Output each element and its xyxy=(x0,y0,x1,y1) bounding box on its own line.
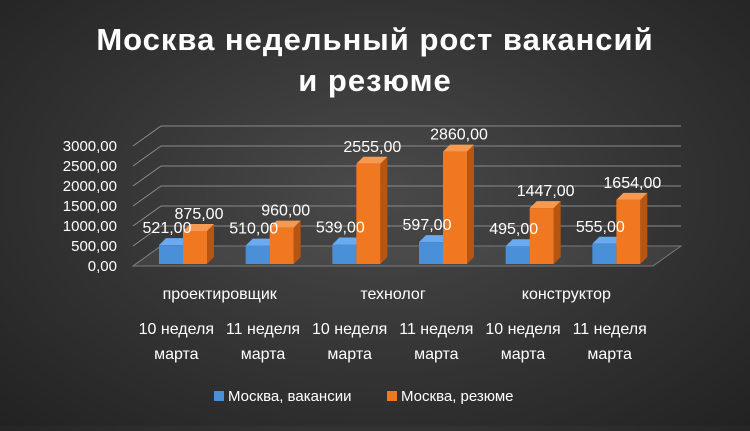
gridline xyxy=(132,225,681,247)
x-tick-label: 11 неделя xyxy=(226,321,300,338)
y-tick-label: 0,00 xyxy=(88,258,117,275)
bar-resumes xyxy=(616,199,641,264)
bar-resumes xyxy=(443,151,467,264)
x-tick-label: 10 неделя xyxy=(139,321,214,338)
bar-vacancies-top xyxy=(159,238,190,246)
x-tick-label: 10 неделя xyxy=(485,321,560,338)
bar-resumes xyxy=(183,231,207,264)
bar-resumes xyxy=(529,208,554,264)
y-axis: 0,00 500,00 1000,00 1500,00 2000,00 2500,00 30… xyxy=(63,138,117,275)
data-labels: 521,00 510,00 539,00 597,00 495,00 555,00 875,… xyxy=(143,127,662,239)
data-label: 555,00 xyxy=(576,219,625,236)
gridline xyxy=(132,125,681,147)
x-axis: 10 неделя марта 11 неделя марта 10 неделя мар… xyxy=(139,286,647,363)
bar-resumes-side xyxy=(553,201,561,264)
gridline xyxy=(132,205,681,227)
x-tick-label: 11 неделя xyxy=(399,321,473,338)
y-tick-label: 2500,00 xyxy=(63,158,117,175)
bar-resumes-side xyxy=(467,144,474,264)
bar-resumes-side xyxy=(293,220,301,264)
data-label: 2555,00 xyxy=(343,139,401,156)
x-group-label: технолог xyxy=(360,286,425,303)
legend: Москва, вакансии Москва, резюме xyxy=(214,388,514,405)
data-label: 1447,00 xyxy=(517,183,575,200)
bar-vacancies xyxy=(245,245,270,264)
bar-resumes-top xyxy=(616,192,648,200)
x-tick-label: марта xyxy=(241,346,286,363)
bar-vacancies xyxy=(159,245,183,264)
legend-label: Москва, резюме xyxy=(401,388,514,405)
data-label: 960,00 xyxy=(261,203,310,220)
bar-vacancies xyxy=(505,246,530,264)
bar-resumes-side xyxy=(640,192,648,264)
data-label: 521,00 xyxy=(143,220,192,237)
chart-title-line: и резюме xyxy=(298,63,452,98)
bar-vacancies-top xyxy=(505,239,537,247)
x-group-label: проектировщик xyxy=(163,286,278,303)
y-tick-label: 3000,00 xyxy=(63,138,117,155)
y-tick-label: 2000,00 xyxy=(63,178,117,195)
x-tick-label: марта xyxy=(154,346,199,363)
data-label: 510,00 xyxy=(229,221,278,238)
data-label: 2860,00 xyxy=(430,127,488,144)
gridline xyxy=(132,165,681,187)
x-tick-label: марта xyxy=(587,346,632,363)
bar-vacancies-top xyxy=(332,237,364,245)
y-tick-label: 1000,00 xyxy=(63,218,117,235)
bar-resumes-side xyxy=(207,224,214,264)
bar-vacancies xyxy=(332,244,357,264)
y-tick-label: 500,00 xyxy=(71,238,117,255)
data-label: 875,00 xyxy=(175,206,224,223)
legend-label: Москва, вакансии xyxy=(228,388,351,405)
gridline xyxy=(132,145,681,167)
bar-vacancies xyxy=(419,242,443,264)
x-tick-label: марта xyxy=(327,346,372,363)
x-tick-label: 10 неделя xyxy=(312,321,387,338)
bar-resumes-side xyxy=(380,156,388,264)
data-label: 495,00 xyxy=(489,221,538,238)
bar-resumes-top xyxy=(356,156,388,164)
bar-resumes xyxy=(269,227,294,264)
data-label: 597,00 xyxy=(403,217,452,234)
x-tick-label: марта xyxy=(414,346,459,363)
bars xyxy=(159,144,648,264)
bar-resumes-top xyxy=(183,224,214,231)
chart-title: Москва недельный рост вакансий и резюме xyxy=(96,22,653,98)
x-group-label: конструктор xyxy=(522,286,611,303)
x-tick-label: 11 неделя xyxy=(573,321,647,338)
data-label: 539,00 xyxy=(316,219,365,236)
bar-resumes-top xyxy=(529,201,561,209)
bar-vacancies-top xyxy=(419,235,450,243)
bar-vacancies xyxy=(592,243,617,264)
y-tick-label: 1500,00 xyxy=(63,198,117,215)
bar-resumes-top xyxy=(269,220,301,228)
chart-title-line: Москва недельный рост вакансий xyxy=(96,22,653,57)
bar-vacancies-top xyxy=(245,238,277,246)
bar-vacancies-top xyxy=(592,236,624,244)
bar-resumes-top xyxy=(443,144,474,152)
x-tick-label: марта xyxy=(501,346,546,363)
legend-swatch xyxy=(387,391,397,401)
data-label: 1654,00 xyxy=(603,175,661,192)
gridline xyxy=(132,185,681,207)
bar-resumes xyxy=(356,163,381,264)
legend-swatch xyxy=(214,391,224,401)
